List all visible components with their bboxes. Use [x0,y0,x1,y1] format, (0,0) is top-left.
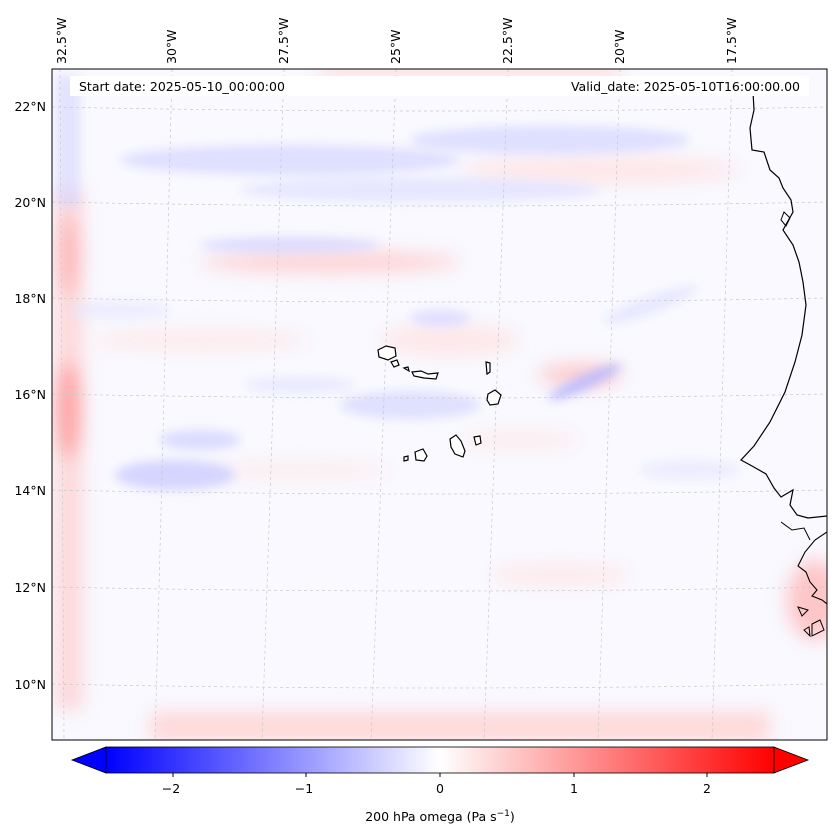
omega-field-ascent-areas [56,76,740,490]
colorbar-label-close: ) [510,809,515,824]
colorbar: −2 −1 0 1 2 200 hPa omega (Pa s−1) [70,746,810,824]
lon-label-32-5w: 32.5°W [54,18,69,64]
omega-field-descent-areas [55,69,827,740]
colorbar-extend-max [773,746,810,774]
island-sal [485,361,491,376]
graticule [52,69,827,740]
lon-label-20w: 20°W [612,29,627,64]
lon-label-27-5w: 27.5°W [276,18,291,64]
island-brava [403,455,409,462]
colorbar-label-main: 200 hPa omega (Pa s [365,809,496,824]
coast-islands-guinea [780,211,825,638]
island-boa-vista [486,389,502,406]
cb-tick-0: 0 [436,781,444,796]
colorbar-gradient [105,746,775,774]
lat-label-20n: 20°N [14,195,46,210]
lat-label-10n: 10°N [14,677,46,692]
omega-field [52,69,827,740]
lon-label-17-5w: 17.5°W [724,18,739,64]
lat-label-16n: 16°N [14,387,46,402]
coast-inlet-upper [780,521,811,541]
island-santa-luzia [402,366,410,373]
cb-tick-2: 2 [703,781,711,796]
cb-tick-minus2: −2 [162,781,180,796]
africa-coastline [740,91,827,519]
start-date-label: Start date: 2025-05-10_00:00:00 [79,79,285,94]
island-sao-nicolau [411,370,439,380]
colorbar-extend-min [70,746,107,774]
lat-label-18n: 18°N [14,291,46,306]
lat-label-22n: 22°N [14,99,46,114]
cape-verde-islands [377,345,502,462]
island-santo-antao [377,345,397,361]
island-maio [473,435,482,446]
island-fogo [414,448,428,462]
lat-label-14n: 14°N [14,483,46,498]
valid-date-label: Valid_date: 2025-05-10T16:00:00.00 [571,79,800,94]
colorbar-label-exponent: −1 [497,809,510,819]
island-sao-vicente [390,359,400,368]
island-santiago [449,434,466,458]
header-strip [70,76,809,96]
africa-coastline-south [797,531,827,605]
lat-label-12n: 12°N [14,580,46,595]
longitude-labels: 32.5°W 30°W 27.5°W 25°W 22.5°W 20°W 17.5… [54,18,739,64]
cb-tick-minus1: −1 [295,781,313,796]
lon-label-22-5w: 22.5°W [500,18,515,64]
colorbar-label: 200 hPa omega (Pa s−1) [365,809,515,824]
lon-label-30w: 30°W [164,29,179,64]
colorbar-ticks [172,773,708,777]
colorbar-tick-labels: −2 −1 0 1 2 [162,781,711,796]
cb-tick-1: 1 [570,781,578,796]
lon-label-25w: 25°W [388,29,403,64]
latitude-labels: 22°N 20°N 18°N 16°N 14°N 12°N 10°N [14,99,46,692]
map-frame [51,68,828,741]
